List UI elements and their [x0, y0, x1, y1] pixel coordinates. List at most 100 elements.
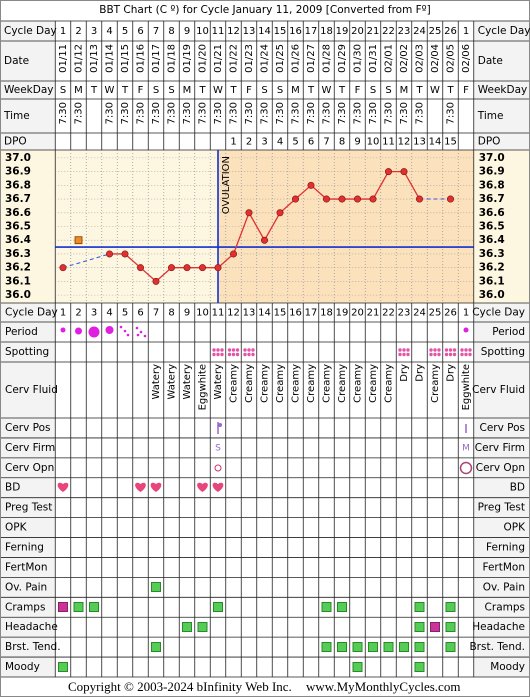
- cramps-mark: [337, 602, 347, 612]
- excluded-temp: [74, 236, 83, 245]
- cycle_days-cell: 7: [153, 26, 159, 37]
- dates-cell: 02/04: [430, 44, 441, 73]
- y-tick-label: 36.0: [5, 289, 31, 301]
- temp-point: [59, 264, 67, 272]
- dates-cell: 02/01: [384, 44, 395, 73]
- weekdays-cell: F: [138, 85, 144, 96]
- times-cell: 7:30: [384, 102, 395, 124]
- row-label: Cerv Opn: [476, 462, 525, 474]
- row-label: Cramps: [485, 601, 525, 613]
- weekdays-cell: T: [446, 85, 454, 96]
- weekdays-cell: W: [105, 85, 115, 96]
- temp-point: [106, 250, 114, 258]
- cycle-day-cell: 18: [320, 308, 333, 319]
- temp-point: [400, 168, 408, 176]
- weekdays-cell: W: [322, 85, 332, 96]
- weekdays-cell: F: [463, 85, 469, 96]
- cerv-fluid-cell: Dry: [399, 364, 410, 382]
- row-label: Headache: [472, 621, 525, 633]
- cycle-day-cell: 20: [351, 308, 364, 319]
- cycle_days-cell: 11: [212, 26, 225, 37]
- cerv-opn-mark: [459, 461, 473, 475]
- dates-cell: 01/16: [136, 44, 147, 73]
- temp-point: [384, 168, 392, 176]
- dates-cell: 01/13: [89, 44, 100, 73]
- cerv-fluid-cell: Watery: [151, 364, 162, 400]
- cramps-mark: [213, 602, 223, 612]
- grid: [1, 20, 529, 678]
- weekdays-cell: M: [74, 85, 83, 96]
- weekdays-cell: M: [183, 85, 192, 96]
- y-tick-label: 36.9: [5, 166, 31, 178]
- y-tick-label: 36.8: [479, 179, 505, 191]
- moody-mark: [58, 662, 68, 672]
- cycle-day-cell: 3: [91, 308, 97, 319]
- breast-tend-mark: [352, 642, 363, 652]
- y-tick-label: 37.0: [479, 152, 505, 164]
- row-label: Cycle Day: [4, 25, 57, 37]
- dpo-cell: 6: [308, 137, 314, 148]
- y-tick-label: 36.4: [479, 234, 505, 246]
- cerv-fluid-cell: Watery: [167, 364, 178, 400]
- row-label: BD: [510, 482, 525, 494]
- breast-tend-mark: [368, 642, 378, 652]
- weekdays-cell: W: [213, 85, 223, 96]
- period-mark: [60, 327, 66, 333]
- ov-pain-mark: [151, 582, 161, 592]
- cycle_days-cell: 5: [122, 26, 128, 37]
- dpo-cell: 14: [429, 137, 442, 148]
- dates-cell: 01/20: [198, 44, 209, 73]
- dates-cell: 01/25: [275, 44, 286, 73]
- dates-cell: 01/22: [229, 44, 240, 73]
- cycle_days-cell: 6: [137, 26, 143, 37]
- temp-point: [168, 264, 176, 272]
- temp-point: [338, 195, 346, 203]
- cycle_days-cell: 4: [106, 26, 112, 37]
- breast-tend-mark: [445, 642, 456, 652]
- cycle-day-cell: 2: [75, 308, 81, 319]
- cycle-day-cell: 26: [444, 308, 457, 319]
- cycle_days-cell: 8: [168, 26, 174, 37]
- row-label: Cerv Firm: [475, 442, 525, 454]
- dpo-cell: 7: [323, 137, 329, 148]
- y-tick-label: 36.6: [479, 207, 505, 219]
- y-tick-label: 36.4: [5, 234, 31, 246]
- cycle-day-cell: 12: [227, 308, 240, 319]
- row-label: Cerv Firm: [5, 442, 55, 454]
- cycle_days-cell: 14: [258, 26, 271, 37]
- temp-label-bg: [473, 150, 529, 303]
- cerv-fluid-cell: Creamy: [291, 364, 302, 403]
- cycle_days-cell: 21: [367, 26, 380, 37]
- row-label: Headache: [5, 621, 58, 633]
- y-tick-label: 36.2: [5, 262, 31, 274]
- cerv-fluid-cell: Creamy: [229, 364, 240, 403]
- cerv-fluid-cell: Eggwhite: [461, 364, 472, 410]
- ovulation-label: OVULATION: [221, 156, 232, 214]
- cycle_days-cell: 1: [463, 26, 469, 37]
- cerv-firm-cell: S: [215, 443, 221, 453]
- temp-point: [353, 195, 361, 203]
- cycle-day-cell: 15: [274, 308, 287, 319]
- row-label: FertMon: [5, 561, 48, 573]
- row-label: Brst. Tend.: [469, 641, 525, 653]
- weekdays-cell: T: [90, 85, 98, 96]
- cycle-day-cell: 21: [367, 308, 380, 319]
- row-label: Cerv Opn: [5, 462, 54, 474]
- cycle-day-cell: 10: [196, 308, 209, 319]
- headache-mark: [197, 622, 208, 632]
- dpo-cell: 8: [339, 137, 345, 148]
- cycle_days-cell: 20: [351, 26, 364, 37]
- cramps-mark: [321, 602, 332, 612]
- cycle_days-cell: 25: [429, 26, 442, 37]
- cycle_days-cell: 23: [398, 26, 411, 37]
- cycle-day-cell: 17: [305, 308, 318, 319]
- period-mark: [463, 327, 469, 333]
- temp-point: [137, 264, 145, 272]
- headache-mark: [445, 622, 456, 632]
- row-label: Spotting: [5, 346, 49, 358]
- dates-cell: 01/21: [213, 44, 224, 73]
- temp-point: [369, 195, 377, 203]
- times-cell: 7:30: [136, 102, 147, 124]
- weekdays-cell: W: [430, 85, 440, 96]
- dpo-cell: 4: [277, 137, 283, 148]
